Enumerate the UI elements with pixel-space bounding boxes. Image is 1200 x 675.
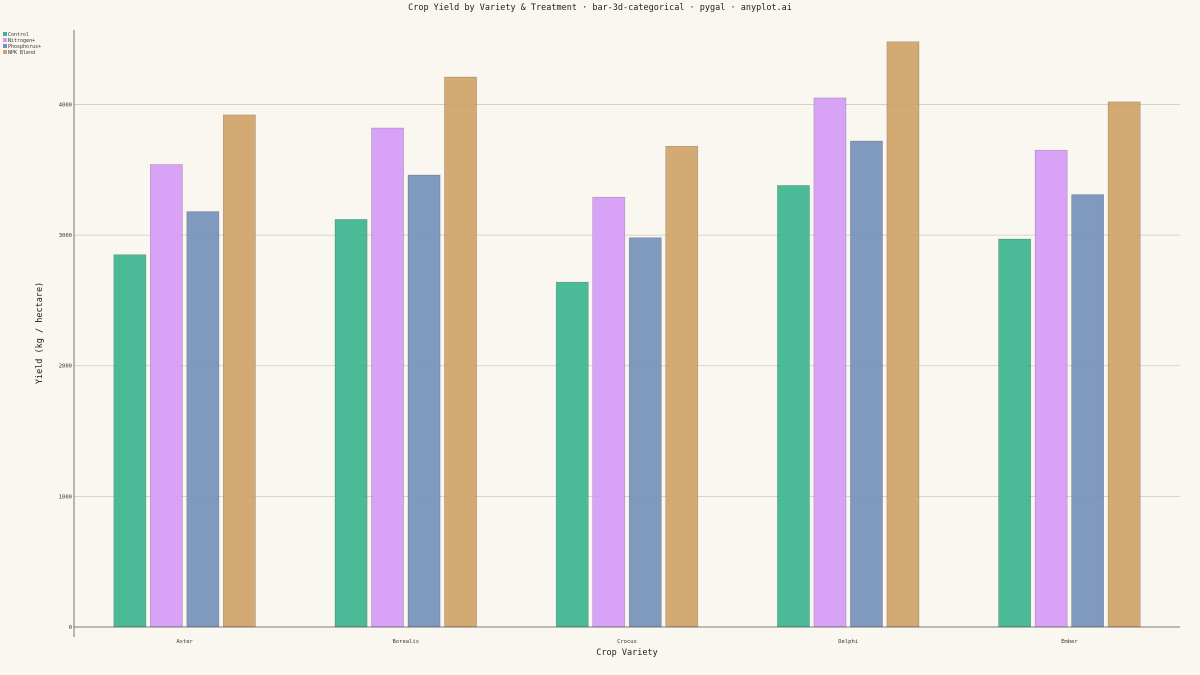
bar-nitrogen--aster bbox=[149, 164, 183, 628]
x-tick-label: Borealis bbox=[393, 639, 420, 645]
bar-control-crocus bbox=[555, 281, 589, 628]
axes-layer: 0 1000 2000 3000 4000 Aster Borealis Crocus Delp… bbox=[59, 30, 1180, 645]
bar-control-ember bbox=[998, 238, 1032, 628]
bar-control-aster bbox=[113, 254, 147, 628]
x-tick-label: Ember bbox=[1061, 639, 1078, 645]
bar-nitrogen--delphi bbox=[813, 97, 847, 628]
bar-phosphorus--crocus bbox=[628, 237, 662, 628]
legend-label: Phosphorus+ bbox=[8, 44, 41, 50]
bar-npk-blend-delphi bbox=[886, 41, 920, 628]
bar-phosphorus--delphi bbox=[850, 140, 883, 628]
bars-layer bbox=[113, 41, 1141, 628]
legend-label: Control bbox=[8, 32, 29, 38]
bar-nitrogen--crocus bbox=[592, 196, 626, 628]
bar-npk-blend-aster bbox=[222, 114, 256, 628]
x-axis-title: Crop Variety bbox=[596, 648, 657, 658]
bar-phosphorus--aster bbox=[186, 211, 220, 628]
x-tick-label: Aster bbox=[176, 639, 193, 645]
bar-phosphorus--borealis bbox=[407, 174, 441, 628]
y-tick-label: 2000 bbox=[59, 364, 72, 370]
legend-label: Nitrogen+ bbox=[8, 38, 35, 44]
bar-control-borealis bbox=[334, 219, 368, 628]
y-axis-title: Yield (kg / hectare) bbox=[35, 282, 45, 384]
legend-swatch bbox=[3, 44, 7, 48]
chart-title: Crop Yield by Variety & Treatment · bar-… bbox=[408, 3, 792, 13]
y-tick-label: 3000 bbox=[59, 233, 72, 239]
bar-control-delphi bbox=[777, 185, 810, 628]
legend-swatch bbox=[3, 32, 7, 36]
legend-swatch bbox=[3, 50, 7, 54]
bar-npk-blend-borealis bbox=[444, 76, 477, 628]
bar-phosphorus--ember bbox=[1071, 194, 1105, 628]
bar-nitrogen--borealis bbox=[371, 127, 404, 628]
y-tick-label: 4000 bbox=[59, 102, 72, 108]
legend-swatch bbox=[3, 38, 7, 42]
y-tick-label: 0 bbox=[69, 625, 72, 631]
y-tick-label: 1000 bbox=[59, 494, 72, 500]
x-tick-label: Delphi bbox=[838, 639, 858, 645]
legend-label: NPK Blend bbox=[8, 50, 35, 56]
bar-npk-blend-crocus bbox=[665, 145, 699, 628]
bar-npk-blend-ember bbox=[1107, 101, 1141, 628]
grid-layer bbox=[74, 104, 1180, 497]
x-tick-label: Crocus bbox=[617, 639, 637, 645]
bar-nitrogen--ember bbox=[1034, 149, 1068, 628]
